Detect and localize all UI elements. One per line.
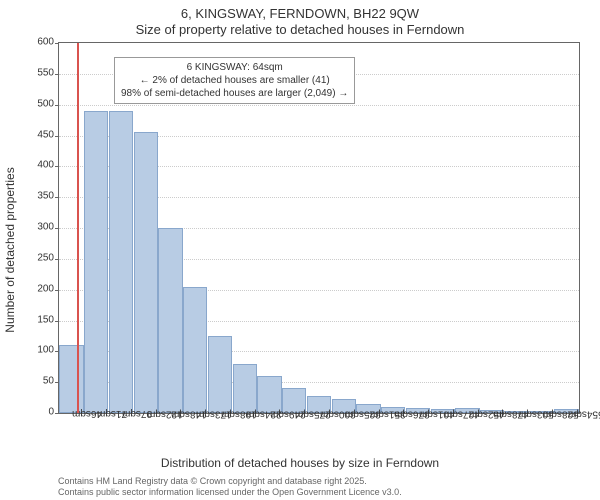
y-tick-label: 250 — [14, 252, 54, 263]
bar — [59, 345, 83, 413]
y-tick-label: 450 — [14, 129, 54, 140]
bar — [183, 287, 207, 413]
bar — [84, 111, 108, 413]
annotation-line2: ← 2% of detached houses are smaller (41) — [121, 74, 348, 87]
bar — [158, 228, 182, 413]
annotation-box: 6 KINGSWAY: 64sqm← 2% of detached houses… — [114, 57, 355, 104]
y-tick-mark — [55, 43, 59, 44]
bar — [134, 132, 158, 413]
annotation-line3: 98% of semi-detached houses are larger (… — [121, 87, 348, 100]
y-tick-mark — [55, 74, 59, 75]
y-tick-label: 400 — [14, 160, 54, 171]
bar — [233, 364, 257, 413]
x-axis-label: Distribution of detached houses by size … — [0, 456, 600, 470]
y-tick-mark — [55, 413, 59, 414]
footer-line1: Contains HM Land Registry data © Crown c… — [58, 476, 402, 487]
y-tick-label: 150 — [14, 314, 54, 325]
chart-title-line1: 6, KINGSWAY, FERNDOWN, BH22 9QW — [0, 6, 600, 21]
y-tick-label: 200 — [14, 283, 54, 294]
y-tick-label: 500 — [14, 98, 54, 109]
plot-area: 46sqm71sqm97sqm122sqm148sqm173sqm198sqm2… — [58, 42, 580, 414]
chart-title-line2: Size of property relative to detached ho… — [0, 22, 600, 37]
y-tick-mark — [55, 166, 59, 167]
footer: Contains HM Land Registry data © Crown c… — [58, 476, 402, 498]
y-tick-mark — [55, 197, 59, 198]
y-tick-mark — [55, 228, 59, 229]
y-tick-mark — [55, 321, 59, 322]
y-tick-mark — [55, 136, 59, 137]
y-tick-label: 0 — [14, 407, 54, 418]
y-tick-label: 300 — [14, 222, 54, 233]
annotation-line1: 6 KINGSWAY: 64sqm — [121, 61, 348, 74]
y-tick-mark — [55, 105, 59, 106]
y-tick-label: 600 — [14, 37, 54, 48]
y-tick-mark — [55, 290, 59, 291]
bar — [208, 336, 232, 413]
y-tick-label: 350 — [14, 191, 54, 202]
chart-container: 6, KINGSWAY, FERNDOWN, BH22 9QW Size of … — [0, 0, 600, 500]
footer-line2: Contains public sector information licen… — [58, 487, 402, 498]
reference-line — [77, 43, 79, 413]
gridline — [59, 105, 579, 106]
y-tick-label: 100 — [14, 345, 54, 356]
bar — [109, 111, 133, 413]
y-tick-label: 550 — [14, 67, 54, 78]
y-tick-label: 50 — [14, 376, 54, 387]
y-tick-mark — [55, 259, 59, 260]
